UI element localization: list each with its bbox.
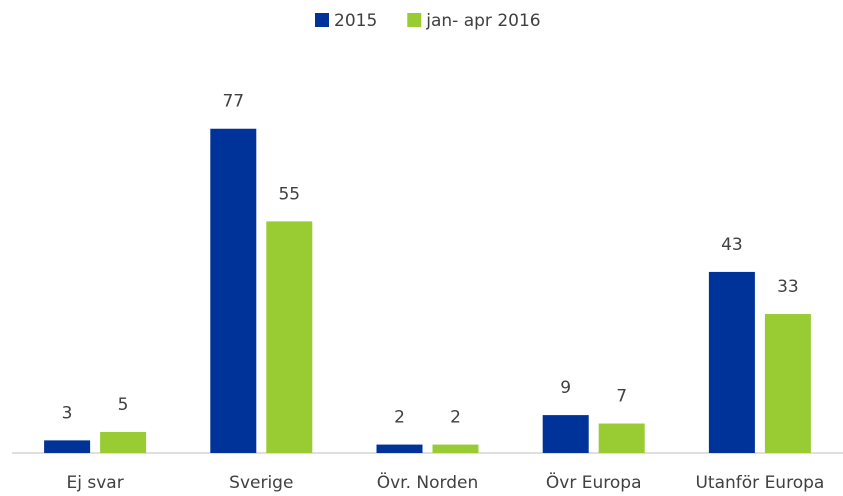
bar [764, 314, 811, 453]
bar [44, 440, 91, 453]
x-tick-label: Övr Europa [546, 471, 642, 493]
data-label: 33 [777, 277, 799, 297]
legend-label: jan- apr 2016 [425, 11, 540, 31]
data-label: 7 [616, 387, 627, 407]
bar [210, 128, 257, 453]
bar [542, 415, 589, 453]
bar [598, 423, 645, 453]
x-tick-label: Ej svar [66, 473, 123, 493]
data-label: 5 [118, 395, 129, 415]
x-tick-label: Övr. Norden [377, 471, 479, 493]
bar [432, 444, 479, 453]
legend-swatch [407, 13, 422, 27]
data-label: 2 [394, 408, 405, 428]
bar [266, 221, 313, 453]
bar [376, 444, 423, 453]
x-tick-label: Utanför Europa [695, 473, 824, 493]
bar [100, 431, 147, 453]
x-tick-label: Sverige [229, 473, 293, 493]
data-label: 43 [721, 235, 743, 255]
data-label: 77 [222, 92, 244, 112]
data-label: 55 [278, 184, 300, 204]
data-label: 2 [450, 408, 461, 428]
legend-swatch [315, 13, 329, 27]
data-label: 9 [560, 378, 571, 398]
legend-label: 2015 [334, 11, 377, 31]
data-label: 3 [62, 403, 73, 423]
bar [708, 271, 755, 453]
